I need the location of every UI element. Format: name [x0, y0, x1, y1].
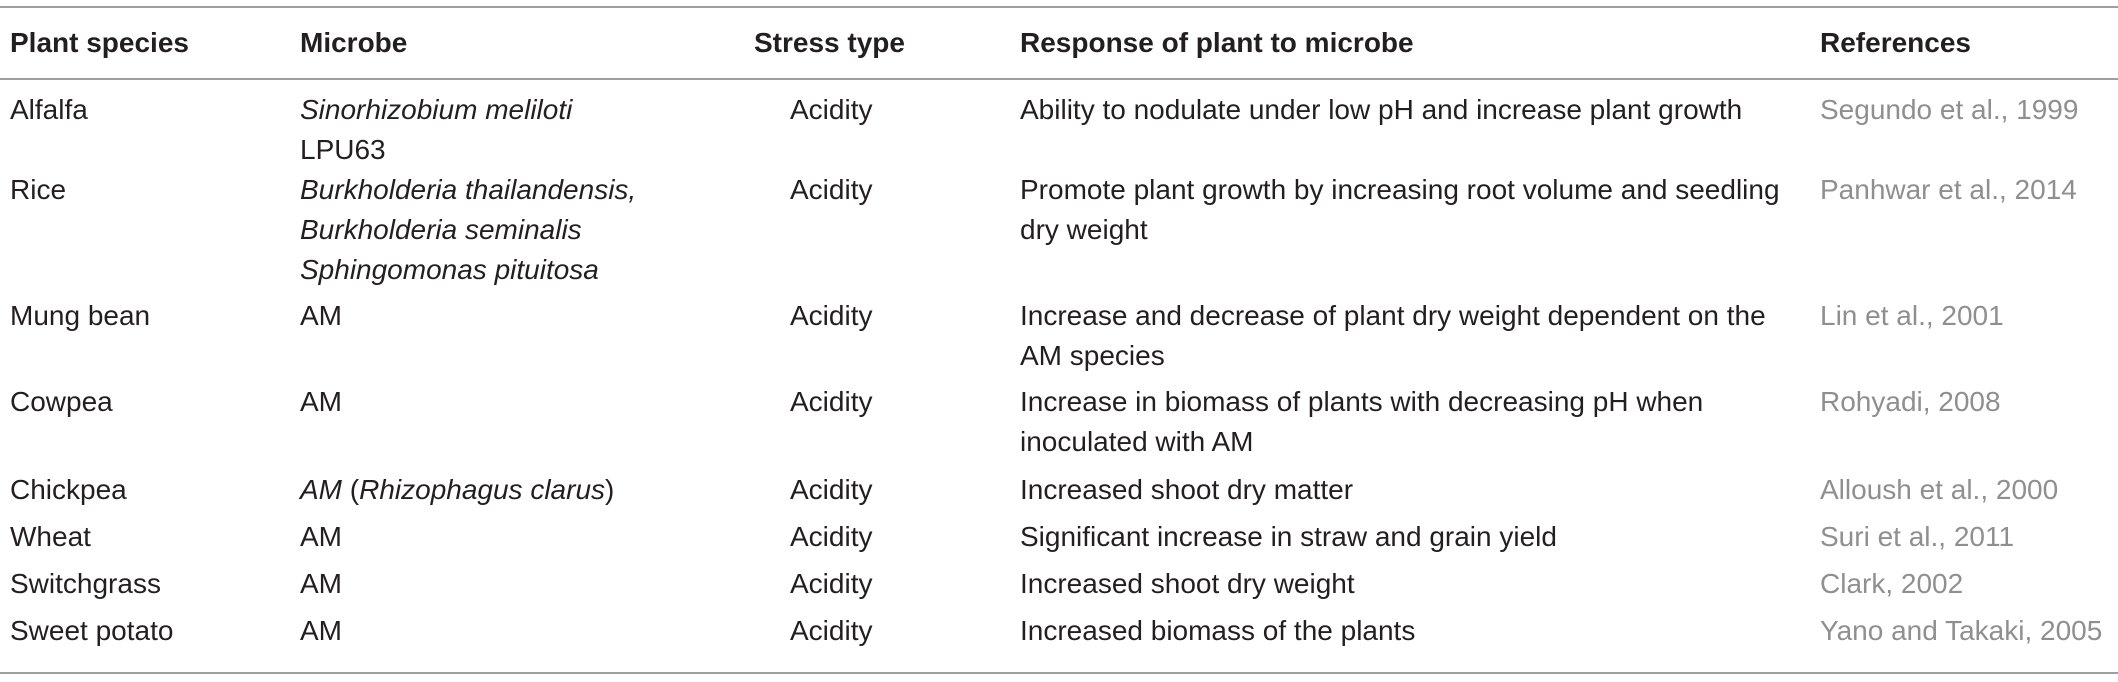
cell-reference-link[interactable]: Yano and Takaki, 2005	[1820, 611, 2118, 674]
table-header: Plant species Microbe Stress type Respon…	[0, 6, 2118, 80]
header-stress-type: Stress type	[754, 6, 1020, 80]
cell-microbe: AM	[300, 521, 342, 552]
table-row: Alfalfa Sinorhizobium meliloti LPU63 Aci…	[0, 79, 2118, 170]
header-microbe: Microbe	[300, 6, 754, 80]
cell-response: Ability to nodulate under low pH and inc…	[1020, 94, 1743, 125]
microbe-name: AM	[300, 474, 342, 505]
header-row: Plant species Microbe Stress type Respon…	[0, 6, 2118, 80]
cell-stress-type: Acidity	[790, 386, 873, 417]
table-row: Sweet potato AM Acidity Increased biomas…	[0, 611, 2118, 674]
cell-microbe: AM (Rhizophagus clarus)	[300, 470, 754, 517]
cell-microbe: AM	[300, 386, 342, 417]
cell-plant-species: Wheat	[10, 521, 91, 552]
microbe-paren-open: (	[342, 474, 360, 505]
microbe-species: Rhizophagus clarus	[359, 474, 606, 505]
cell-response: Significant increase in straw and grain …	[1020, 521, 1557, 552]
header-response: Response of plant to microbe	[1020, 6, 1820, 80]
cell-stress-type: Acidity	[790, 174, 873, 205]
cell-response: Promote plant growth by increasing root …	[1020, 174, 1780, 245]
cell-response: Increased shoot dry matter	[1020, 474, 1354, 505]
plant-microbe-stress-table: Plant species Microbe Stress type Respon…	[0, 6, 2118, 674]
header-plant-species: Plant species	[0, 6, 300, 80]
cell-stress-type: Acidity	[790, 94, 873, 125]
cell-microbe: AM	[300, 300, 342, 331]
cell-plant-species: Cowpea	[10, 386, 113, 417]
table-container: Plant species Microbe Stress type Respon…	[0, 6, 2118, 674]
cell-stress-type: Acidity	[790, 521, 873, 552]
table-body: Alfalfa Sinorhizobium meliloti LPU63 Aci…	[0, 79, 2118, 674]
cell-microbe: Burkholderia thailandensis, Burkholderia…	[300, 170, 754, 296]
microbe-name: Sphingomonas pituitosa	[300, 254, 599, 285]
cell-response: Increased biomass of the plants	[1020, 611, 1820, 674]
cell-response: Increase in biomass of plants with decre…	[1020, 386, 1704, 457]
cell-reference-link[interactable]: Alloush et al., 2000	[1820, 474, 2059, 505]
cell-plant-species: Rice	[10, 174, 67, 205]
cell-stress-type: Acidity	[754, 611, 1020, 674]
table-row: Rice Burkholderia thailandensis, Burkhol…	[0, 170, 2118, 296]
microbe-name: Burkholderia thailandensis,	[300, 174, 637, 205]
cell-plant-species: Switchgrass	[10, 568, 161, 599]
header-references: References	[1820, 6, 2118, 80]
cell-microbe: AM	[300, 568, 342, 599]
microbe-name: Burkholderia seminalis	[300, 214, 582, 245]
cell-microbe: AM	[300, 611, 754, 674]
cell-plant-species: Sweet potato	[0, 611, 300, 674]
cell-reference-link[interactable]: Rohyadi, 2008	[1820, 386, 2001, 417]
cell-response: Increased shoot dry weight	[1020, 568, 1355, 599]
microbe-strain: LPU63	[300, 134, 386, 165]
cell-reference-link[interactable]: Lin et al., 2001	[1820, 300, 2004, 331]
cell-reference-link[interactable]: Suri et al., 2011	[1820, 521, 2015, 552]
cell-microbe: Sinorhizobium meliloti LPU63	[300, 79, 754, 170]
cell-stress-type: Acidity	[790, 474, 873, 505]
table-row: Mung bean AM Acidity Increase and decrea…	[0, 296, 2118, 382]
table-row: Chickpea AM (Rhizophagus clarus) Acidity…	[0, 470, 2118, 517]
cell-reference-link[interactable]: Clark, 2002	[1820, 568, 1964, 599]
table-row: Switchgrass AM Acidity Increased shoot d…	[0, 564, 2118, 611]
cell-plant-species: Alfalfa	[10, 94, 88, 125]
cell-plant-species: Chickpea	[10, 474, 127, 505]
cell-stress-type: Acidity	[790, 568, 873, 599]
microbe-paren-close: )	[605, 474, 615, 505]
table-row: Wheat AM Acidity Significant increase in…	[0, 517, 2118, 564]
microbe-name: Sinorhizobium meliloti	[300, 94, 573, 125]
cell-plant-species: Mung bean	[10, 300, 151, 331]
cell-response: Increase and decrease of plant dry weigh…	[1020, 300, 1766, 371]
table-row: Cowpea AM Acidity Increase in biomass of…	[0, 382, 2118, 470]
cell-stress-type: Acidity	[790, 300, 873, 331]
cell-reference-link[interactable]: Segundo et al., 1999	[1820, 94, 2079, 125]
cell-reference-link[interactable]: Panhwar et al., 2014	[1820, 174, 2077, 205]
